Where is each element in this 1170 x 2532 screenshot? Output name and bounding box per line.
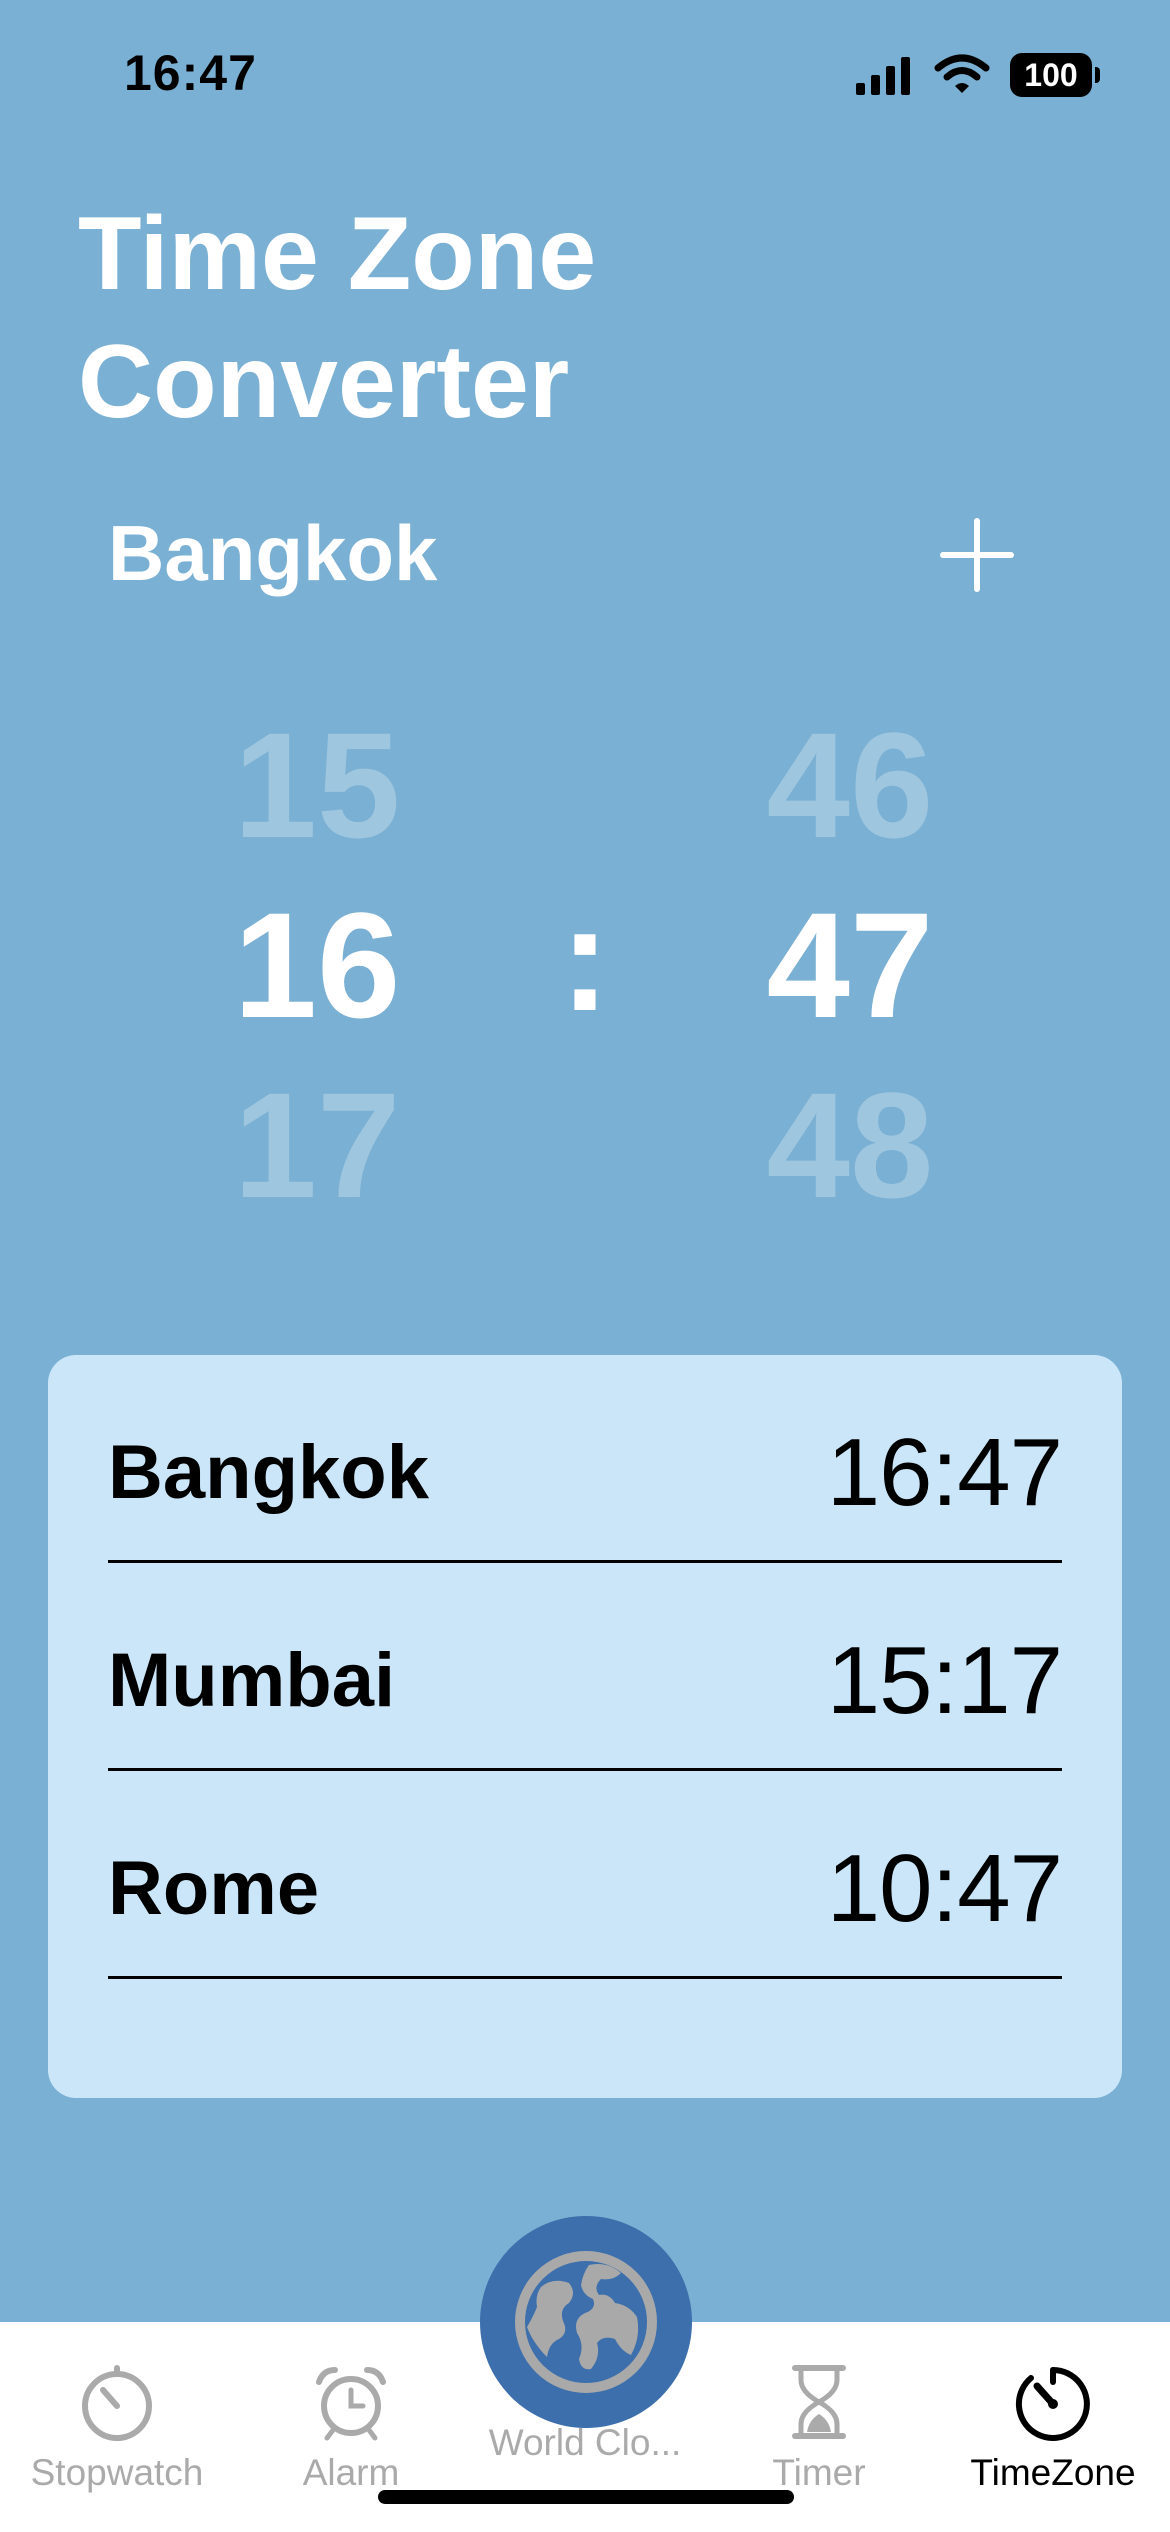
city-name: Rome <box>108 1846 320 1931</box>
world-clock-center-button[interactable] <box>480 2216 692 2428</box>
hour-option-selected[interactable]: 16 <box>233 881 401 1049</box>
minute-option-selected[interactable]: 47 <box>766 881 934 1049</box>
status-bar-icons: 100 <box>854 50 1100 100</box>
globe-icon <box>515 2251 657 2393</box>
city-time: 16:47 <box>826 1418 1063 1526</box>
tab-timezone[interactable]: TimeZone <box>936 2362 1170 2494</box>
timezone-dial-icon <box>1015 2367 1090 2441</box>
city-row[interactable]: Mumbai 15:17 <box>108 1563 1063 1771</box>
city-name: Bangkok <box>108 1430 429 1515</box>
stopwatch-icon <box>82 2365 152 2441</box>
cellular-signal-icon <box>856 57 910 95</box>
page-title: Time Zone Converter <box>78 190 878 446</box>
plus-icon <box>940 518 1014 592</box>
add-city-button[interactable] <box>937 515 1017 595</box>
page-title-line-2: Converter <box>78 324 570 440</box>
wifi-icon <box>934 54 990 93</box>
tab-label: Alarm <box>302 2452 400 2493</box>
tab-timer[interactable]: Timer <box>702 2362 936 2494</box>
hour-option-prev[interactable]: 15 <box>233 701 401 869</box>
city-times-card: Bangkok 16:47 Mumbai 15:17 Rome 10:47 <box>48 1355 1122 2098</box>
home-indicator[interactable] <box>378 2490 794 2504</box>
minute-option-next[interactable]: 48 <box>766 1061 934 1229</box>
tab-stopwatch[interactable]: Stopwatch <box>0 2362 234 2494</box>
selected-city-label[interactable]: Bangkok <box>108 509 438 597</box>
city-row[interactable]: Rome 10:47 <box>108 1771 1063 1979</box>
tab-label: Stopwatch <box>30 2452 204 2493</box>
city-time: 15:17 <box>826 1626 1063 1734</box>
hourglass-icon <box>792 2365 846 2439</box>
tab-label: TimeZone <box>970 2452 1136 2493</box>
minute-option-prev[interactable]: 46 <box>766 701 934 869</box>
battery-level: 100 <box>1024 56 1078 93</box>
time-separator: : <box>560 874 610 1042</box>
hour-option-next[interactable]: 17 <box>233 1061 401 1229</box>
page-title-line-1: Time Zone <box>78 196 597 312</box>
tab-world-clock[interactable]: World Clo... <box>468 2412 702 2464</box>
city-name: Mumbai <box>108 1638 396 1723</box>
city-time: 10:47 <box>826 1834 1063 1942</box>
city-row[interactable]: Bangkok 16:47 <box>108 1355 1063 1563</box>
tab-label: World Clo... <box>488 2422 682 2463</box>
tab-label: Timer <box>772 2452 866 2493</box>
battery-icon: 100 <box>1010 53 1100 97</box>
status-bar-time: 16:47 <box>124 45 257 101</box>
alarm-clock-icon <box>316 2367 386 2441</box>
tab-alarm[interactable]: Alarm <box>234 2362 468 2494</box>
